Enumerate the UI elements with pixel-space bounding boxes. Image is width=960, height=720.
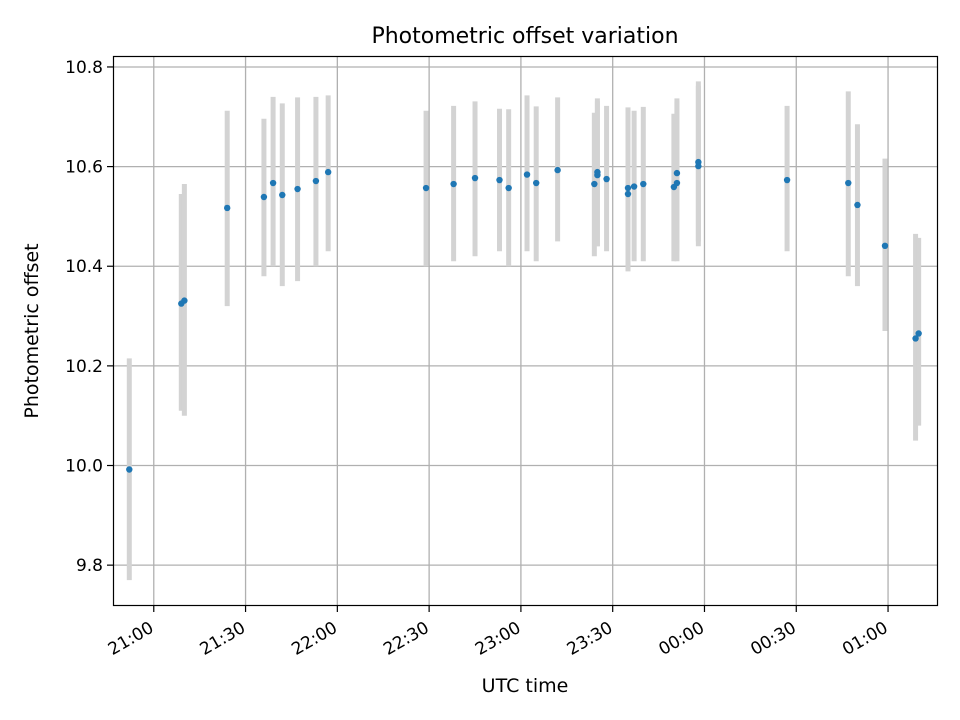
data-point: [603, 175, 610, 183]
data-point: [324, 168, 332, 176]
data-point: [673, 179, 681, 187]
y-tick-label: 9.8: [76, 556, 103, 576]
data-points: [126, 158, 922, 473]
plot-frame: [112, 55, 939, 607]
data-point: [554, 166, 561, 174]
data-point: [624, 190, 632, 198]
data-point: [533, 179, 540, 187]
data-point: [294, 185, 301, 193]
data-point: [881, 242, 889, 250]
data-point: [496, 176, 503, 184]
y-tick-label: 10.8: [65, 58, 103, 78]
data-point: [181, 297, 188, 304]
data-point: [640, 180, 647, 188]
data-point: [126, 466, 133, 473]
data-point: [695, 158, 702, 166]
data-point: [471, 174, 479, 182]
data-point: [450, 180, 457, 188]
data-point: [260, 193, 268, 201]
chart-title: Photometric offset variation: [371, 24, 678, 49]
data-point: [630, 183, 638, 190]
data-point: [854, 201, 861, 209]
y-tick-label: 10.6: [65, 158, 103, 178]
y-axis-label: Photometric offset: [21, 243, 43, 418]
x-axis-label: UTC time: [482, 675, 569, 697]
y-tick-label: 10.2: [65, 357, 103, 377]
y-tick-label: 10.0: [65, 457, 103, 477]
data-point: [915, 330, 922, 337]
data-point: [594, 171, 601, 179]
y-axis-ticks: 9.8 10.0 10.2 10.4 10.6 10.8: [65, 58, 114, 576]
data-point: [673, 169, 681, 177]
data-point: [505, 184, 512, 192]
data-point: [783, 176, 791, 184]
data-point: [591, 180, 598, 188]
data-point: [312, 177, 320, 185]
data-point: [912, 335, 919, 342]
data-point: [845, 179, 852, 187]
data-point: [224, 204, 231, 212]
data-point: [624, 184, 632, 192]
y-tick-label: 10.4: [65, 257, 103, 277]
data-point: [422, 184, 430, 192]
data-point: [523, 171, 531, 178]
data-point: [269, 179, 277, 187]
data-point: [279, 191, 286, 199]
